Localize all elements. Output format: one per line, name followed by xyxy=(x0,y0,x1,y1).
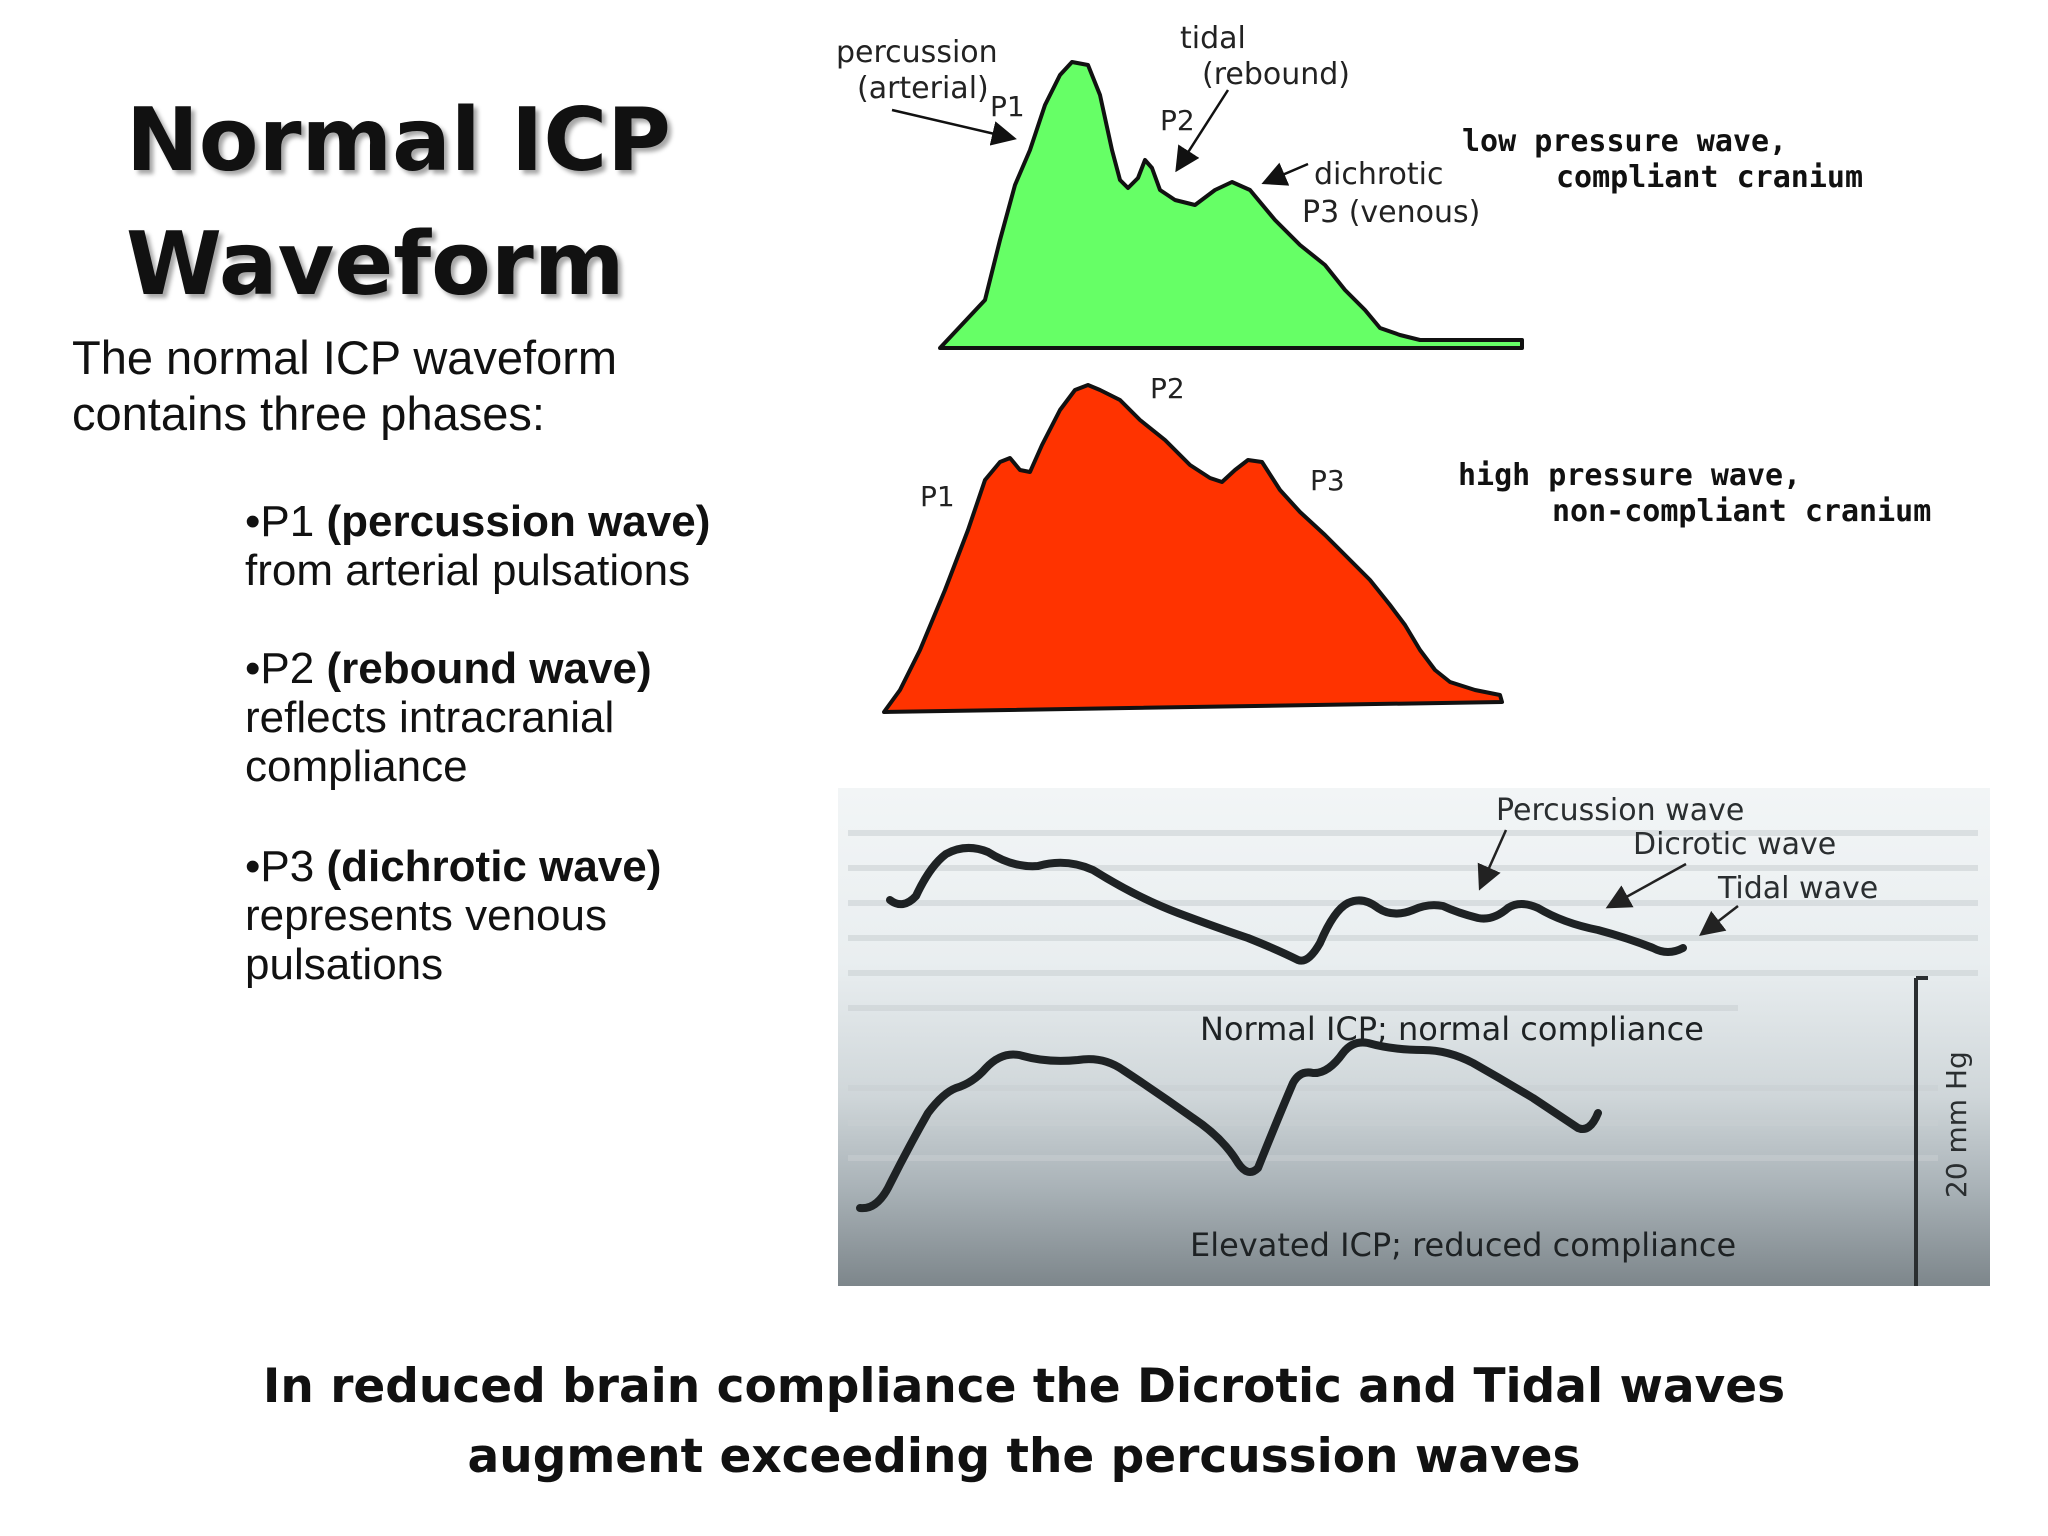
phase-desc: from arterial pulsations xyxy=(245,546,691,595)
label-p3-venous: P3 (venous) xyxy=(1302,195,1480,230)
slide-title: Normal ICP Waveform xyxy=(126,78,766,326)
red-note-line-1: high pressure wave, xyxy=(1458,458,1802,493)
green-note-line-2: compliant cranium xyxy=(1556,160,1864,195)
normal-icp-trace xyxy=(886,844,1687,965)
phase-desc: represents venous xyxy=(245,891,607,940)
label-percussion-wave: Percussion wave xyxy=(1496,793,1744,828)
label-percussion: percussion xyxy=(836,35,998,70)
green-waveform xyxy=(938,60,1524,350)
phase-p3: •P3 (dichrotic wave) represents venous p… xyxy=(245,842,805,989)
title-line-2: Waveform xyxy=(126,213,625,315)
phase-desc: pulsations xyxy=(245,940,444,989)
arrow-percussion-wave xyxy=(1477,829,1508,891)
label-red-p3: P3 xyxy=(1310,464,1345,497)
phase-desc: compliance xyxy=(245,742,468,791)
label-elevated-icp: Elevated ICP; reduced compliance xyxy=(1190,1226,1736,1264)
label-scale: 20 mm Hg xyxy=(1940,1051,1973,1198)
icp-tracing-panel: Percussion wave Dicrotic wave Tidal wave… xyxy=(838,788,1990,1286)
elevated-icp-trace xyxy=(856,1038,1602,1213)
waveform-diagrams: percussion (arterial) P1 tidal (rebound)… xyxy=(836,21,1524,714)
arrow-dicrotic-wave xyxy=(1605,862,1687,909)
label-tidal: tidal xyxy=(1180,21,1246,56)
intro-line-1: The normal ICP waveform xyxy=(72,331,618,384)
arrow-tidal xyxy=(1175,89,1230,173)
label-red-p2: P2 xyxy=(1150,372,1185,405)
intro-line-2: contains three phases: xyxy=(72,387,545,440)
caption: In reduced brain compliance the Dicrotic… xyxy=(0,1352,2048,1492)
arrow-percussion xyxy=(891,108,1017,146)
arrow-dichrotic xyxy=(1261,162,1309,186)
label-dicrotic-wave: Dicrotic wave xyxy=(1633,827,1836,862)
caption-line-2: augment exceeding the percussion waves xyxy=(467,1429,1581,1484)
green-note-line-1: low pressure wave, xyxy=(1462,124,1788,159)
label-arterial: (arterial) xyxy=(857,71,989,106)
phase-code: •P3 xyxy=(245,842,327,891)
label-rebound: (rebound) xyxy=(1202,57,1350,92)
phase-desc: reflects intracranial xyxy=(245,693,615,742)
label-dichrotic: dichrotic xyxy=(1314,157,1444,192)
arrow-tidal-wave xyxy=(1699,905,1739,937)
icp-tracing: Percussion wave Dicrotic wave Tidal wave… xyxy=(848,793,1978,1286)
phase-code: •P2 xyxy=(245,644,327,693)
label-p1: P1 xyxy=(990,90,1025,123)
label-normal-icp: Normal ICP; normal compliance xyxy=(1200,1010,1704,1048)
background-text-lines xyxy=(848,830,1978,1161)
label-p2: P2 xyxy=(1160,104,1195,137)
phase-name: (percussion wave) xyxy=(326,497,711,546)
red-wave-note: high pressure wave, non-compliant craniu… xyxy=(1458,458,1931,530)
label-red-p1: P1 xyxy=(920,480,955,513)
phase-name: (rebound wave) xyxy=(326,644,652,693)
phase-p1: •P1 (percussion wave) from arterial puls… xyxy=(245,497,805,595)
label-tidal-wave: Tidal wave xyxy=(1717,871,1878,906)
title-line-1: Normal ICP xyxy=(126,89,671,191)
intro-text: The normal ICP waveform contains three p… xyxy=(72,330,732,442)
red-note-line-2: non-compliant cranium xyxy=(1552,494,1932,529)
caption-line-1: In reduced brain compliance the Dicrotic… xyxy=(262,1359,1786,1414)
phase-p2: •P2 (rebound wave) reflects intracranial… xyxy=(245,644,805,791)
red-waveform xyxy=(882,383,1504,714)
green-wave-note: low pressure wave, compliant cranium xyxy=(1462,124,1863,196)
phase-name: (dichrotic wave) xyxy=(326,842,662,891)
phase-code: •P1 xyxy=(245,497,327,546)
